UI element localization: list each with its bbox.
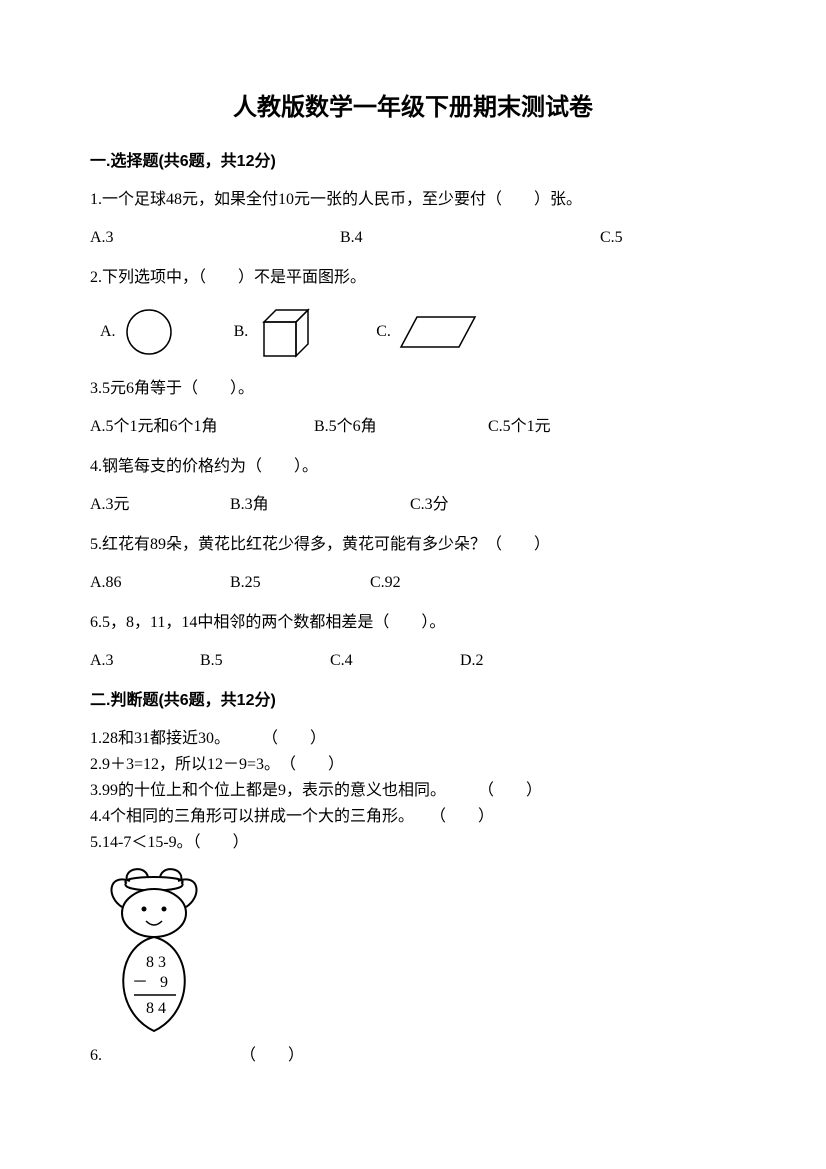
q3-opt-c: C.5个1元	[488, 415, 551, 439]
q2-label-b: B.	[234, 320, 249, 344]
q5-opt-a: A.86	[90, 571, 230, 595]
j1: 1.28和31都接近30。 （ ）	[90, 727, 736, 751]
q6-text: 6.5，8，11，14中相邻的两个数都相差是（ ）。	[90, 611, 736, 635]
cartoon-figure: 8 3 － 9 8 4	[90, 861, 736, 1044]
q6-opt-b: B.5	[200, 649, 330, 673]
j6-prefix: 6.	[90, 1047, 102, 1064]
q2-opt-b: B.	[224, 304, 317, 359]
q6-opt-a: A.3	[90, 649, 200, 673]
q3-text: 3.5元6角等于（ ）。	[90, 377, 736, 401]
q4-options: A.3元 B.3角 C.3分	[90, 493, 736, 517]
q5-opt-c: C.92	[370, 571, 401, 595]
q4-text: 4.钢笔每支的价格约为（ ）。	[90, 455, 736, 479]
cube-icon	[256, 304, 316, 359]
q6-opt-d: D.2	[460, 649, 484, 673]
j2: 2.9＋3=12，所以12－9=3。 （ ）	[90, 753, 736, 777]
j3: 3.99的十位上和个位上都是9，表示的意义也相同。 （ ）	[90, 779, 736, 803]
j5: 5.14-7＜15-9。（ ）	[90, 831, 736, 855]
q2-options: A. B. C.	[90, 304, 736, 359]
j4: 4.4个相同的三角形可以拼成一个大的三角形。 （ ）	[90, 805, 736, 829]
q2-opt-c: C.	[366, 311, 479, 353]
calc-top: 8 3	[146, 954, 166, 971]
judge-block: 1.28和31都接近30。 （ ） 2.9＋3=12，所以12－9=3。 （ ）…	[90, 727, 736, 855]
q2-opt-a: A.	[90, 307, 174, 357]
q2-label-c: C.	[376, 320, 391, 344]
q1-opt-a: A.3	[90, 226, 250, 250]
q5-opt-b: B.25	[230, 571, 370, 595]
q4-opt-c: C.3分	[410, 493, 449, 517]
q3-opt-b: B.5个6角	[314, 415, 464, 439]
q5-options: A.86 B.25 C.92	[90, 571, 736, 595]
q6-options: A.3 B.5 C.4 D.2	[90, 649, 736, 673]
q1-opt-b: B.4	[340, 226, 510, 250]
circle-icon	[124, 307, 174, 357]
q2-label-a: A.	[100, 320, 116, 344]
page-title: 人教版数学一年级下册期末测试卷	[90, 90, 736, 126]
q1-opt-c: C.5	[600, 226, 623, 250]
section-1-heading: 一.选择题(共6题，共12分)	[90, 150, 736, 174]
q3-opt-a: A.5个1元和6个1角	[90, 415, 290, 439]
q1-text: 1.一个足球48元，如果全付10元一张的人民币，至少要付（ ）张。	[90, 188, 736, 212]
calc-bot: 8 4	[146, 1000, 166, 1017]
calc-minus: －	[132, 974, 148, 991]
rabbit-math-icon: 8 3 － 9 8 4	[90, 861, 220, 1036]
q2-text: 2.下列选项中，（ ）不是平面图形。	[90, 266, 736, 290]
q5-text: 5.红花有89朵，黄花比红花少得多，黄花可能有多少朵？（ ）	[90, 533, 736, 557]
parallelogram-icon	[399, 311, 479, 353]
q4-opt-b: B.3角	[230, 493, 410, 517]
q6-opt-c: C.4	[330, 649, 460, 673]
calc-mid: 9	[160, 974, 168, 991]
q4-opt-a: A.3元	[90, 493, 230, 517]
q1-options: A.3 B.4 C.5	[90, 226, 736, 250]
section-2-heading: 二.判断题(共6题，共12分)	[90, 689, 736, 713]
j6-blank: （ ）	[216, 1047, 304, 1064]
q3-options: A.5个1元和6个1角 B.5个6角 C.5个1元	[90, 415, 736, 439]
j6: 6. （ ）	[90, 1044, 736, 1068]
